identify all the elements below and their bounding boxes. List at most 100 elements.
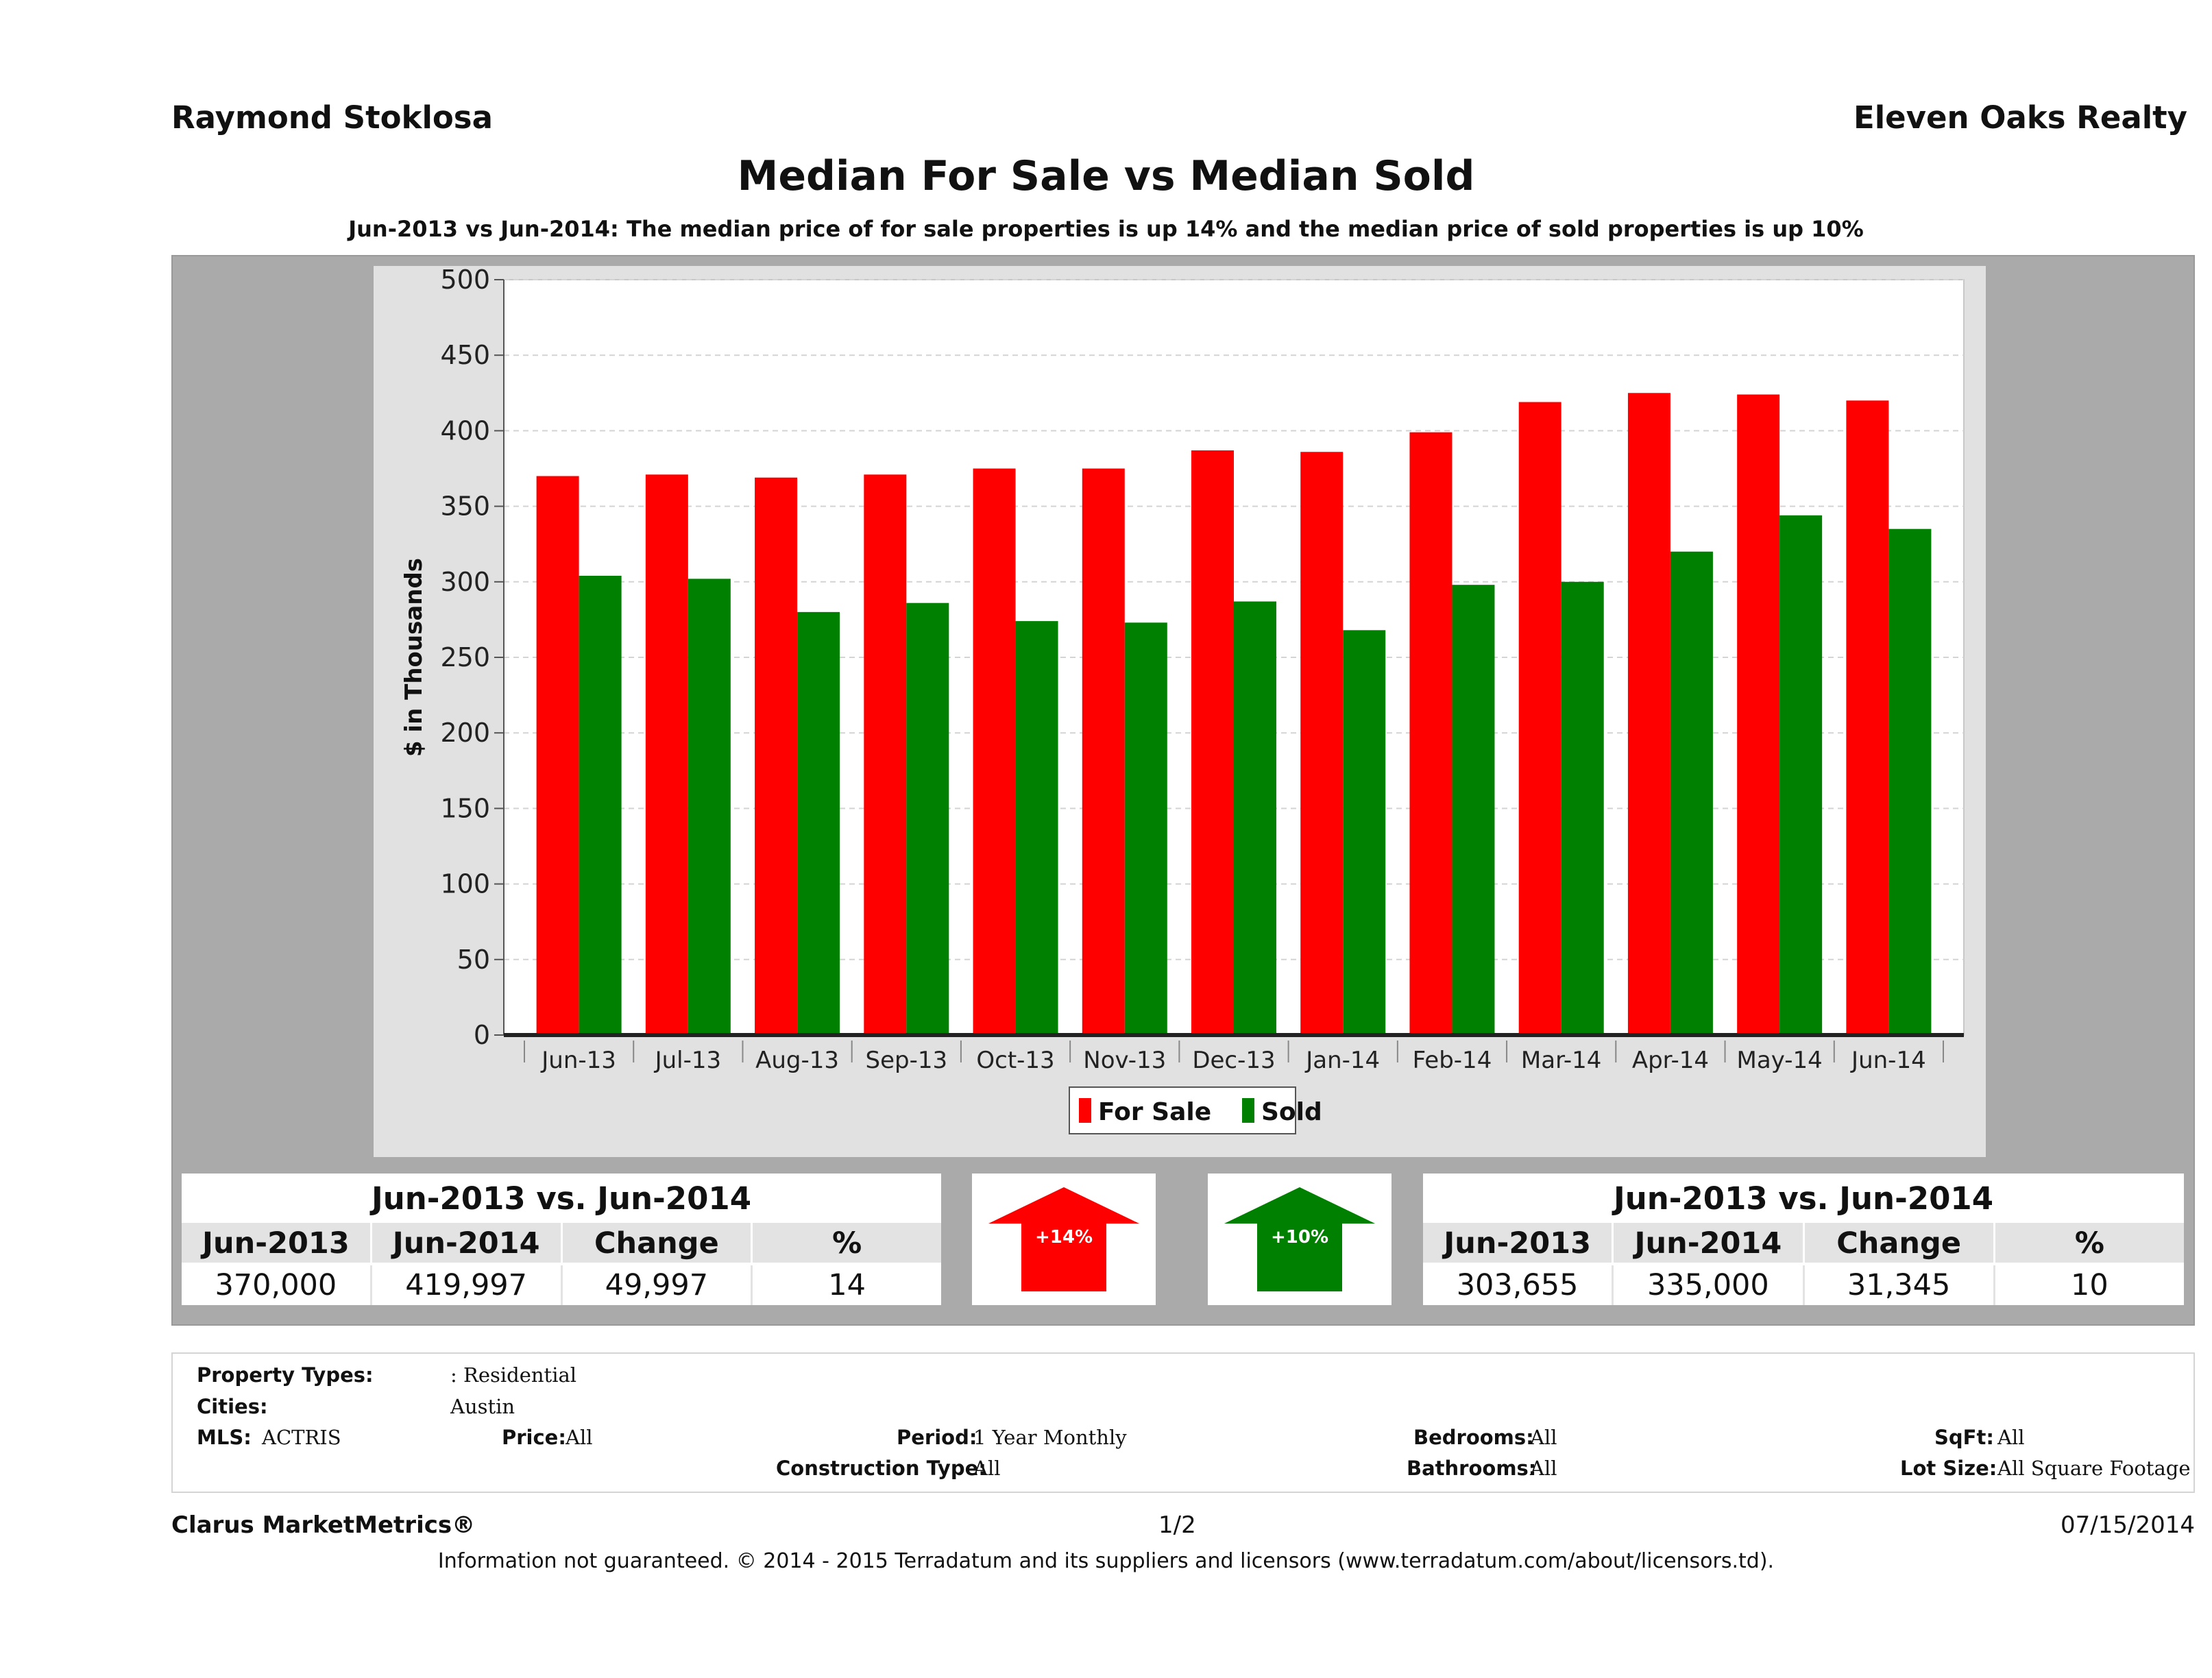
bedrooms-value: All (1530, 1426, 1557, 1449)
property-types-value: : Residential (450, 1363, 577, 1387)
legend-swatch (1079, 1098, 1091, 1123)
product-name: Clarus MarketMetrics® (171, 1511, 476, 1539)
x-tick-label: Oct-13 (976, 1047, 1054, 1074)
stat-value: 31,345 (1805, 1265, 1995, 1305)
bar-sold (1234, 601, 1276, 1035)
bar-sold (797, 611, 840, 1035)
legend-swatch (1242, 1098, 1254, 1123)
period-value: 1 Year Monthly (973, 1426, 1127, 1449)
x-tick-label: Aug-13 (755, 1047, 839, 1074)
bar-for-sale (1082, 468, 1125, 1035)
col-header: Change (1805, 1223, 1995, 1263)
bar-for-sale (645, 474, 688, 1035)
agent-name: Raymond Stoklosa (171, 99, 493, 136)
y-tick-label: 350 (440, 491, 490, 522)
bar-sold (1343, 630, 1386, 1035)
x-tick-label: Jun-13 (540, 1047, 616, 1074)
bar-sold (579, 575, 622, 1035)
y-tick-label: 400 (440, 415, 490, 446)
bar-for-sale (1409, 432, 1453, 1035)
y-tick-label: 100 (440, 869, 490, 899)
construction-type-label: Construction Type: (776, 1457, 986, 1480)
bar-for-sale (1737, 394, 1780, 1035)
bar-for-sale (1846, 400, 1889, 1035)
bar-sold (1888, 528, 1932, 1035)
bathrooms-label: Bathrooms: (1407, 1457, 1537, 1480)
x-tick-label: Feb-14 (1413, 1047, 1492, 1074)
bar-sold (1124, 622, 1167, 1035)
y-tick-label: 500 (440, 266, 490, 295)
bar-sold (1779, 515, 1823, 1035)
x-tick-label: Sep-13 (865, 1047, 947, 1074)
bar-sold (906, 603, 949, 1035)
legend (1069, 1086, 1296, 1134)
property-types-label: Property Types: (197, 1363, 374, 1387)
y-axis-label: $ in Thousands (400, 558, 428, 757)
chart-subtitle: Jun-2013 vs Jun-2014: The median price o… (348, 216, 1864, 242)
sqft-label: SqFt: (1934, 1426, 1994, 1449)
lot-size-label: Lot Size: (1900, 1457, 1997, 1480)
for-sale-stats-table: Jun-2013 vs. Jun-2014 Jun-2013 Jun-2014 … (182, 1174, 941, 1305)
mls-label: MLS: (197, 1426, 252, 1449)
col-header: % (2074, 1226, 2104, 1261)
cities-value: Austin (450, 1395, 515, 1418)
stat-value: 49,997 (563, 1265, 753, 1305)
y-tick-label: 0 (474, 1020, 490, 1050)
lot-size-value: All Square Footage (1997, 1457, 2191, 1480)
x-tick-label: Nov-13 (1083, 1047, 1166, 1074)
x-tick-label: Jul-13 (654, 1047, 722, 1074)
sold-change-arrow: +10% (1208, 1174, 1391, 1305)
y-tick-label: 300 (440, 567, 490, 597)
legend-label: Sold (1261, 1098, 1322, 1126)
y-tick-label: 250 (440, 642, 490, 672)
bar-sold (1015, 621, 1058, 1035)
price-label: Price: (502, 1426, 566, 1449)
bar-for-sale (1518, 402, 1561, 1035)
x-tick-label: Mar-14 (1521, 1047, 1602, 1074)
chart-title: Median For Sale vs Median Sold (737, 152, 1475, 200)
x-tick-label: Jan-14 (1304, 1047, 1380, 1074)
search-criteria: Property Types: : Residential Cities: Au… (171, 1352, 2195, 1493)
stat-value: 10 (2071, 1268, 2108, 1302)
price-value: All (566, 1426, 593, 1449)
stat-value: 14 (828, 1268, 866, 1302)
bedrooms-label: Bedrooms: (1413, 1426, 1534, 1449)
bar-for-sale (1191, 450, 1234, 1035)
col-header: Jun-2013 (182, 1223, 372, 1263)
arrow-up-icon (1224, 1187, 1375, 1291)
bar-sold (1561, 581, 1604, 1035)
y-tick-label: 50 (457, 945, 490, 975)
bar-for-sale (1300, 452, 1344, 1035)
brokerage-name: Eleven Oaks Realty (1853, 99, 2187, 136)
bar-sold (1670, 551, 1713, 1035)
x-tick-label: Dec-13 (1192, 1047, 1275, 1074)
stats-heading: Jun-2013 vs. Jun-2014 (371, 1180, 752, 1217)
stat-value: 419,997 (372, 1265, 563, 1305)
construction-type-value: All (973, 1457, 1001, 1480)
arrow-label: +10% (1270, 1227, 1329, 1248)
bar-for-sale (755, 477, 798, 1035)
for-sale-change-arrow: +14% (972, 1174, 1156, 1305)
period-label: Period: (897, 1426, 977, 1449)
col-header: Jun-2014 (372, 1223, 563, 1263)
disclaimer: Information not guaranteed. © 2014 - 201… (437, 1549, 1775, 1573)
x-tick-label: Jun-14 (1850, 1047, 1926, 1074)
bar-for-sale (973, 468, 1016, 1035)
stat-value: 303,655 (1423, 1265, 1614, 1305)
x-tick-label: May-14 (1737, 1047, 1823, 1074)
arrow-up-icon (988, 1187, 1139, 1291)
bar-sold (1452, 585, 1495, 1035)
y-tick-label: 200 (440, 718, 490, 748)
arrow-label: +14% (1034, 1227, 1093, 1248)
mls-value: ACTRIS (262, 1426, 341, 1449)
bar-for-sale (864, 474, 907, 1035)
col-header: % (832, 1226, 862, 1261)
col-header: Jun-2013 (1423, 1223, 1614, 1263)
col-header: Change (563, 1223, 753, 1263)
sold-stats-table: Jun-2013 vs. Jun-2014 Jun-2013 Jun-2014 … (1423, 1174, 2184, 1305)
bar-sold (688, 579, 731, 1035)
cities-label: Cities: (197, 1395, 268, 1418)
bar-for-sale (536, 476, 579, 1035)
report-date: 07/15/2014 (2061, 1511, 2195, 1539)
stat-value: 370,000 (182, 1265, 372, 1305)
